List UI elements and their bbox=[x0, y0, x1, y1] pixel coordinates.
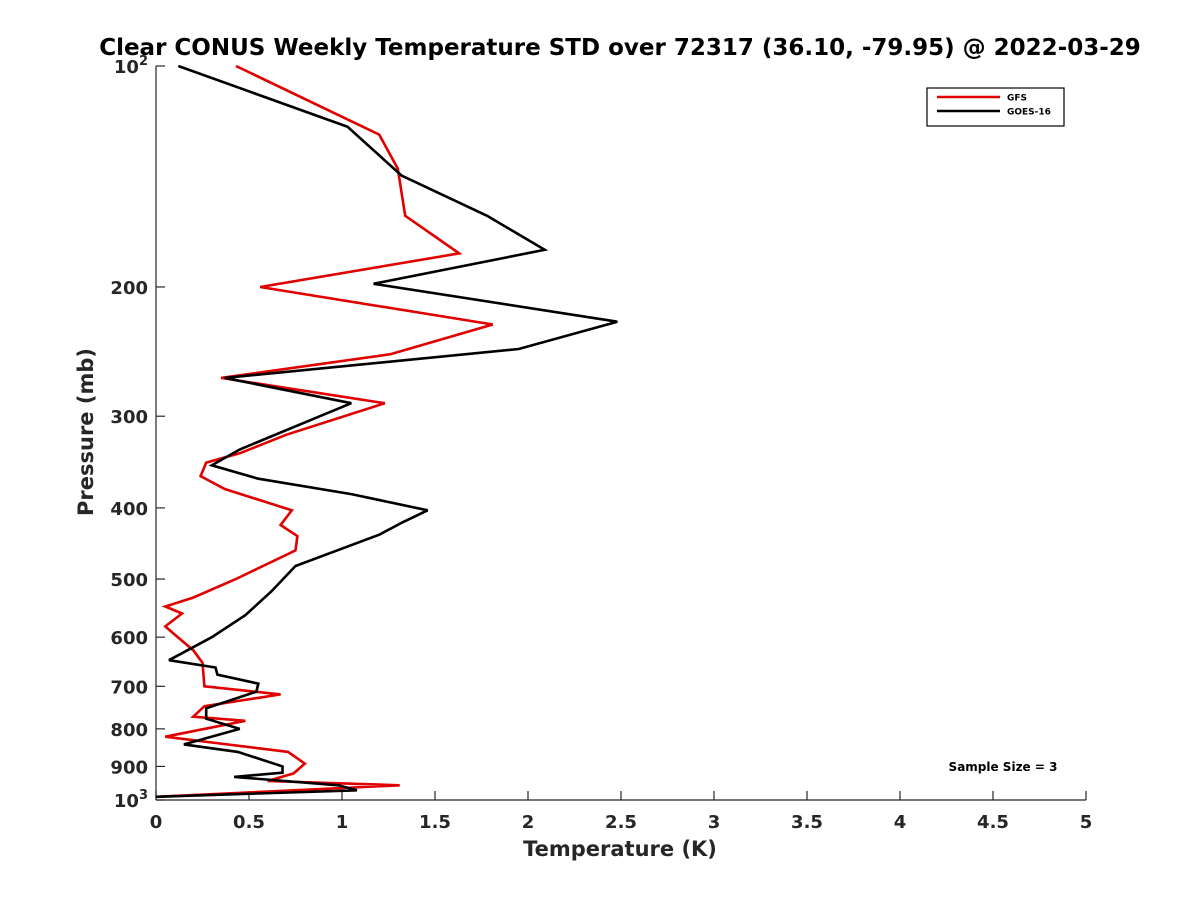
y-tick-label: 800 bbox=[110, 720, 148, 741]
series-line-goes-16 bbox=[155, 64, 618, 799]
legend-label: GFS bbox=[1007, 94, 1027, 104]
y-tick-label: 500 bbox=[110, 570, 148, 591]
x-tick-label: 3.5 bbox=[791, 812, 823, 833]
legend-label: GOES-16 bbox=[1007, 108, 1051, 118]
sample-size-annotation: Sample Size = 3 bbox=[949, 760, 1058, 774]
x-tick-label: 4 bbox=[894, 812, 907, 833]
series-layer bbox=[155, 64, 618, 799]
y-tick-label: 900 bbox=[110, 757, 148, 778]
y-tick-label: 300 bbox=[110, 407, 148, 428]
x-tick-label: 1 bbox=[336, 812, 349, 833]
x-tick-label: 1.5 bbox=[419, 812, 451, 833]
legend-box bbox=[926, 87, 1065, 127]
x-axis-label: Temperature (K) bbox=[523, 837, 717, 861]
x-tick-label: 0 bbox=[150, 812, 163, 833]
x-tick-label: 2.5 bbox=[605, 812, 637, 833]
legend: GFS GOES-16 bbox=[926, 87, 1065, 127]
y-tick-label: 400 bbox=[110, 499, 148, 520]
y-tick-label: 200 bbox=[110, 278, 148, 299]
x-tick-label: 4.5 bbox=[977, 812, 1009, 833]
series-line-gfs bbox=[155, 64, 494, 799]
y-tick-label: 102 bbox=[114, 54, 148, 78]
y-tick-label: 700 bbox=[110, 677, 148, 698]
y-axis-label: Pressure (mb) bbox=[74, 348, 98, 516]
y-tick-label: 600 bbox=[110, 628, 148, 649]
x-tick-label: 0.5 bbox=[233, 812, 265, 833]
x-tick-label: 3 bbox=[708, 812, 721, 833]
y-tick-label: 103 bbox=[114, 788, 148, 812]
axes: 0 0.5 1 1.5 2 2.5 3 3.5 4 4.5 5 102 200 300 400 500 600 7… bbox=[110, 54, 1092, 833]
chart-title: Clear CONUS Weekly Temperature STD over … bbox=[99, 35, 1141, 61]
x-tick-label: 2 bbox=[522, 812, 535, 833]
x-tick-label: 5 bbox=[1080, 812, 1093, 833]
